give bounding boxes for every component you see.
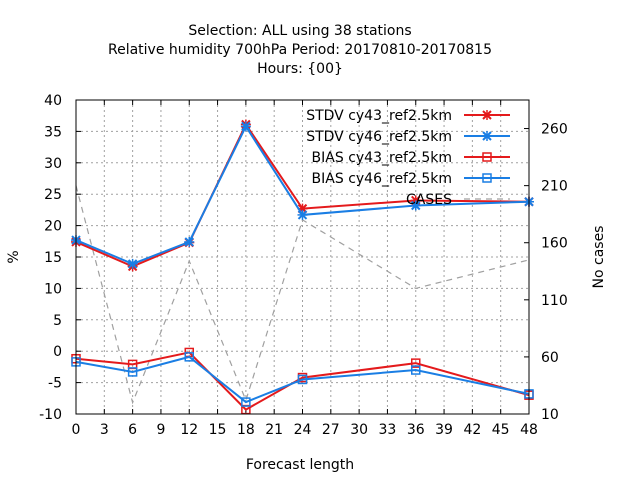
x-tick-label: 36 [407,422,425,438]
legend-entry: STDV cy43_ref2.5km [306,108,510,124]
legend-label: STDV cy46_ref2.5km [306,129,452,145]
plot-frame [75,99,530,415]
y-tick-label: 40 [44,93,62,109]
data-point [241,397,251,407]
x-tick-label: 6 [128,422,137,438]
y-tick-label: 15 [44,250,62,266]
y2-tick-label: 60 [541,350,559,366]
legend-marker [482,131,492,141]
y2-axis: 10 60 110 160 210 260 [524,122,568,423]
x-tick-label: 45 [492,422,510,438]
y2-tick-label: 160 [541,236,568,252]
y-tick-label: 5 [53,313,62,329]
y-tick-label: 35 [44,124,62,140]
legend-marker [482,173,492,183]
x-tick-label: 42 [463,422,481,438]
y2-tick-label: 210 [541,179,568,195]
title-line-1: Selection: ALL using 38 stations [188,23,411,39]
y-tick-label: -5 [48,376,62,392]
y-tick-label: 0 [53,344,62,360]
title-line-2: Relative humidity 700hPa Period: 2017081… [108,42,492,58]
x-tick-label: 21 [265,422,283,438]
x-axis-label: Forecast length [246,457,354,473]
x-tick-label: 12 [180,422,198,438]
x-tick-label: 30 [350,422,368,438]
data-point [297,209,308,220]
y-tick-label: 20 [44,219,62,235]
data-point [184,352,194,362]
series-4 [75,185,530,405]
legend-marker [482,110,492,120]
data-point [411,365,421,375]
legend-entry: BIAS cy43_ref2.5km [312,150,510,166]
legend-entry: BIAS cy46_ref2.5km [312,171,510,187]
y-axis-label: % [6,250,22,263]
x-tick-label: 39 [435,422,453,438]
data-point [240,121,251,132]
x-tick-label: 27 [322,422,340,438]
legend-label: BIAS cy46_ref2.5km [312,171,452,187]
x-tick-label: 15 [209,422,227,438]
y-tick-label: 25 [44,187,62,203]
series-line [75,355,530,404]
data-point [410,200,421,211]
x-axis: 0 3 6 9 12 15 18 21 24 27 30 33 36 39 42 45 48 [72,100,538,438]
x-tick-label: 3 [100,422,109,438]
y-tick-label: 30 [44,156,62,172]
legend: STDV cy43_ref2.5km STDV cy46_ref2.5km BIAS… [306,108,510,208]
y2-tick-label: 260 [541,122,568,138]
legend-label: STDV cy43_ref2.5km [306,108,452,124]
legend-label: BIAS cy43_ref2.5km [312,150,452,166]
data-point [127,258,138,269]
chart-title: Selection: ALL using 38 stations Relativ… [108,23,492,77]
legend-entry: CASES [406,192,510,208]
y2-axis-label: No cases [591,226,607,289]
legend-label: CASES [406,192,452,208]
y2-tick-label: 10 [541,407,559,423]
y-axis: -10 -5 0 5 10 15 20 25 30 35 40 [39,93,81,423]
data-point [297,374,308,385]
x-tick-label: 0 [72,422,81,438]
y-tick-label: -10 [39,407,62,423]
title-line-3: Hours: {00} [257,61,343,77]
x-tick-label: 9 [156,422,165,438]
legend-marker [482,152,492,162]
data-point [127,367,138,377]
series-line [75,185,530,405]
series-line [75,351,530,411]
x-tick-label: 48 [520,422,538,438]
x-tick-label: 24 [294,422,312,438]
x-tick-label: 18 [237,422,255,438]
data-point [184,236,195,247]
data-point [411,358,421,368]
legend-entry: STDV cy46_ref2.5km [306,129,510,145]
grid [76,100,529,414]
x-tick-label: 33 [379,422,397,438]
y2-tick-label: 110 [541,293,568,309]
y-tick-label: 10 [44,281,62,297]
